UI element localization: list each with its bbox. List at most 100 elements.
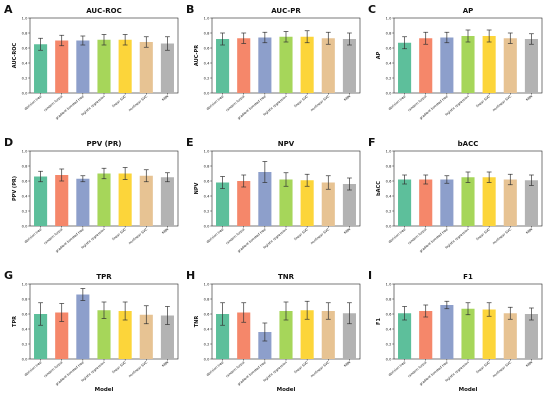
x-tick-label: linear SVC: [475, 94, 491, 108]
panel-letter: D: [4, 136, 13, 149]
panel-h: H TNR TNR 0.0 0.2 0.4 0.6 0.8 1.0 decision tree ra…: [186, 269, 361, 393]
x-tick-label: random forest: [43, 360, 64, 379]
bar: [342, 39, 356, 93]
panel-letter: C: [368, 3, 376, 16]
bar: [419, 311, 433, 359]
bar: [279, 311, 293, 359]
y-tick-label: 0.0: [22, 224, 28, 228]
y-tick-label: 0.2: [22, 209, 28, 213]
x-tick-label: linear SVC: [293, 94, 309, 108]
y-tick-label: 0.0: [386, 357, 392, 361]
x-tick-label: decision tree: [206, 94, 225, 111]
bar: [342, 184, 356, 226]
y-tick-label: 0.6: [204, 179, 210, 183]
y-tick-label: 0.4: [204, 327, 210, 331]
bar: [440, 37, 454, 93]
bar: [258, 37, 272, 93]
y-tick-label: 0.4: [386, 327, 392, 331]
y-tick-label: 0.6: [386, 46, 392, 50]
x-tick-label: linear SVC: [475, 360, 491, 374]
bar: [419, 179, 433, 226]
panel-letter: G: [4, 269, 13, 282]
x-tick-label: random forest: [407, 94, 428, 113]
x-tick-label: nonlinear SVC: [128, 94, 149, 112]
x-tick-label: nonlinear SVC: [492, 94, 513, 112]
x-tick-label: decision tree: [388, 227, 407, 244]
bar: [461, 177, 475, 226]
x-tick-label: linear SVC: [293, 360, 309, 374]
bar: [139, 42, 153, 93]
bar: [76, 178, 90, 226]
y-tick-label: 0.6: [22, 312, 28, 316]
y-tick-label: 0.0: [204, 224, 210, 228]
x-tick-label: KNN: [343, 227, 351, 235]
x-tick-label: random forest: [225, 94, 246, 113]
bar: [237, 181, 251, 226]
y-tick-label: 0.0: [22, 91, 28, 95]
y-tick-label: 0.4: [386, 194, 392, 198]
x-tick-label: random forest: [225, 227, 246, 246]
bar: [160, 177, 174, 226]
x-tick-label: KNN: [525, 360, 533, 368]
y-axis-label: TPR: [12, 316, 18, 327]
bar: [503, 38, 517, 93]
x-tick-label: random forest: [225, 360, 246, 379]
y-tick-label: 0.4: [22, 61, 28, 65]
y-tick-label: 0.8: [204, 297, 210, 301]
bar: [216, 182, 230, 226]
panel-e: E NPV NPV 0.0 0.2 0.4 0.6 0.8 1.0 decision tree ra…: [186, 136, 361, 253]
bar: [398, 42, 412, 93]
bar: [76, 294, 90, 359]
panel-title: F1: [463, 273, 473, 281]
y-tick-label: 1.0: [386, 282, 392, 286]
y-tick-label: 1.0: [22, 149, 28, 153]
y-tick-label: 0.0: [386, 224, 392, 228]
bar: [398, 179, 412, 226]
y-tick-label: 0.4: [204, 61, 210, 65]
bar: [55, 175, 69, 226]
x-tick-label: random forest: [43, 227, 64, 246]
y-tick-label: 0.2: [204, 342, 210, 346]
y-tick-label: 1.0: [386, 16, 392, 20]
bar: [279, 36, 293, 93]
bar: [300, 36, 314, 93]
x-tick-label: nonlinear SVC: [128, 360, 149, 378]
panel-title: bACC: [458, 140, 479, 148]
y-tick-label: 0.8: [386, 31, 392, 35]
bar: [321, 311, 335, 359]
bar: [258, 332, 272, 359]
x-tick-label: decision tree: [24, 360, 43, 377]
y-axis-label: AUC-PR: [194, 45, 200, 66]
x-axis-label: Model: [459, 387, 478, 393]
bar: [503, 179, 517, 226]
x-tick-label: KNN: [525, 227, 533, 235]
bar: [279, 179, 293, 226]
y-axis-label: NPV: [194, 183, 200, 195]
panel-letter: E: [186, 136, 194, 149]
bar: [216, 314, 230, 359]
y-tick-label: 1.0: [22, 282, 28, 286]
x-tick-label: KNN: [343, 360, 351, 368]
x-tick-label: KNN: [161, 227, 169, 235]
x-tick-label: nonlinear SVC: [492, 227, 513, 245]
bar: [440, 305, 454, 359]
x-tick-label: decision tree: [388, 360, 407, 377]
x-tick-label: linear SVC: [111, 94, 127, 108]
y-tick-label: 0.6: [386, 312, 392, 316]
y-tick-label: 0.2: [386, 342, 392, 346]
panel-title: AP: [463, 7, 474, 15]
bar: [300, 180, 314, 226]
panel-a: A AUC-ROC AUC-ROC 0.0 0.2 0.4 0.6 0.8 1.0 decisio…: [4, 3, 179, 120]
bar: [482, 309, 496, 359]
y-tick-label: 0.0: [386, 91, 392, 95]
bar: [237, 312, 251, 359]
x-tick-label: KNN: [161, 360, 169, 368]
y-tick-label: 1.0: [22, 16, 28, 20]
bar: [139, 175, 153, 226]
panel-title: PPV (PR): [86, 140, 121, 148]
panel-b: B AUC-PR AUC-PR 0.0 0.2 0.4 0.6 0.8 1.0 decision …: [186, 3, 361, 120]
x-tick-label: decision tree: [206, 227, 225, 244]
bar: [139, 314, 153, 359]
y-tick-label: 0.0: [22, 357, 28, 361]
